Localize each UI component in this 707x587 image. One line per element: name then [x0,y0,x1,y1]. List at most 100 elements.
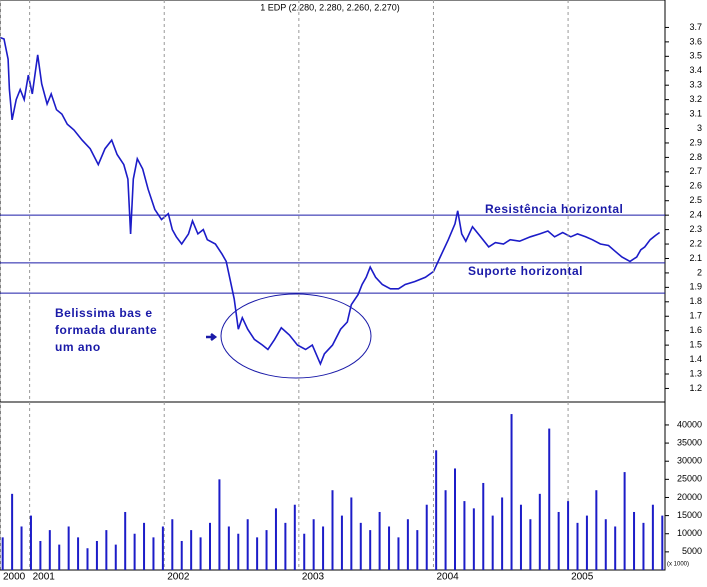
y-tick-label: 3.5 [689,51,702,61]
x-tick-label: 2002 [167,572,190,582]
volume-bar [133,533,136,570]
y-tick-label: 3.7 [689,22,702,32]
annotation: formada durante [55,323,157,337]
annotation: um ano [55,340,101,354]
volume-bar [538,493,541,570]
volume-bar [256,537,259,570]
volume-bar [67,526,70,570]
volume-bar [397,537,400,570]
volume-bar [86,548,89,570]
volume-bar [218,479,221,570]
volume-bar [519,504,522,570]
y-tick-label: 2.6 [689,181,702,191]
plot-frame [0,0,666,571]
y-tick-label: 3.2 [689,94,702,104]
volume-bar [482,482,485,570]
y-tick-label: 15000 [677,510,702,520]
volume-bar [340,515,343,570]
annotation: Suporte horizontal [468,264,583,278]
y-tick-label: 2.9 [689,137,702,147]
y-tick-label: 25000 [677,474,702,484]
volume-bar [20,526,23,570]
volume-bar [312,519,315,570]
price-line [0,36,661,366]
arrow [206,333,218,341]
annotation: Resistência horizontal [485,202,623,216]
y-tick-label: 5000 [682,546,702,556]
x-tick-label: 2000 [3,572,26,582]
volume-bar [454,468,456,570]
volume-bar [585,515,588,570]
y-tick-label: 2.4 [689,210,702,220]
volume-bar [567,501,570,570]
y-tick-label: 3 [697,123,702,133]
base-ellipse [220,293,372,379]
volume-bar [293,504,296,570]
volume-bar [77,537,80,570]
volume-bar [576,522,579,570]
volume-bar [331,490,334,570]
volume-bar [435,450,438,570]
volume-bar [161,526,164,570]
volume-bar [284,522,287,570]
y-tick-label: 1.2 [689,383,702,393]
volume-bar [416,530,419,570]
volume-bar [11,493,14,570]
x-tick-label: 2001 [33,572,56,582]
unit-label: (x 1000) [667,562,689,568]
volume-bar [444,490,447,570]
y-tick-label: 1.6 [689,325,702,335]
volume-bar [595,490,598,570]
y-tick-label: 2 [697,267,702,277]
y-tick-label: 2.7 [689,166,702,176]
volume-bar [1,537,4,570]
y-tick-label: 40000 [677,419,702,429]
volume-bar [557,511,560,570]
x-tick-label: 2004 [436,572,459,582]
volume-bar [322,526,325,570]
volume-bar [651,504,654,570]
volume-bar [190,530,193,570]
y-tick-label: 2.3 [689,224,702,234]
y-tick-label: 30000 [677,456,702,466]
y-tick-label: 3.4 [689,65,702,75]
volume-bar [472,508,475,570]
volume-bar [143,522,146,570]
volume-bar [463,501,466,570]
volume-bar [39,540,42,570]
volume-bar [303,533,306,570]
volume-bar [58,544,61,570]
volume-bar [406,519,409,570]
volume-bar [661,515,664,570]
volume-bar [152,537,155,570]
volume-bar [501,497,504,570]
volume-bar [359,522,362,570]
volume-bar [227,526,230,570]
y-tick-label: 3.3 [689,80,702,90]
volume-bar [265,530,268,570]
volume-bar [171,519,174,570]
y-tick-label: 3.6 [689,36,702,46]
volume-bar [369,530,372,570]
y-tick-label: 20000 [677,492,702,502]
y-tick-label: 3.1 [689,108,702,118]
volume-bar [105,530,108,570]
chart-title: 1 EDP (2.280, 2.280, 2.260, 2.270) [260,2,399,12]
y-tick-label: 35000 [677,437,702,447]
volume-bar [510,414,513,570]
volume-bar [274,508,277,570]
volume-bar [425,504,428,570]
volume-bar [604,519,607,570]
y-tick-label: 1.9 [689,282,702,292]
volume-bar [114,544,117,570]
volume-bar [199,537,202,570]
volume-bar [388,526,391,570]
y-tick-label: 2.1 [689,253,702,263]
volume-bar [642,522,645,570]
volume-bar [378,511,381,570]
y-tick-label: 2.5 [689,195,702,205]
volume-bar [350,497,353,570]
volume-bar [95,540,98,570]
volume-bar [246,519,249,570]
